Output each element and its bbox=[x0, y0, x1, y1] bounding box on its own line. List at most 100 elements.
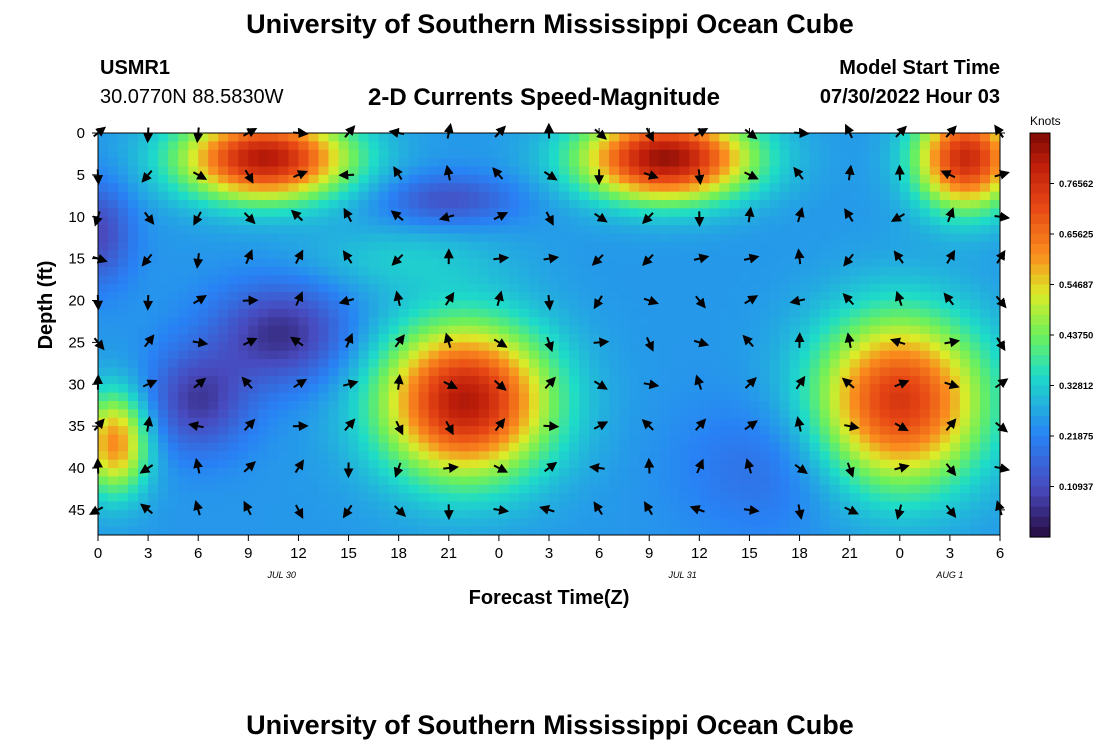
heatmap-cell bbox=[929, 216, 941, 226]
heatmap-cell bbox=[959, 241, 971, 251]
heatmap-cell bbox=[418, 459, 430, 469]
heatmap-cell bbox=[318, 225, 330, 235]
current-arrow bbox=[444, 291, 455, 306]
heatmap-cell bbox=[278, 442, 290, 452]
heatmap-cell bbox=[538, 359, 550, 369]
heatmap-cell bbox=[398, 191, 410, 201]
heatmap-cell bbox=[799, 484, 811, 494]
heatmap-cell bbox=[789, 375, 801, 385]
heatmap-cell bbox=[418, 241, 430, 251]
heatmap-cell bbox=[298, 484, 310, 494]
heatmap-cell bbox=[929, 375, 941, 385]
heatmap-cell bbox=[248, 518, 259, 528]
heatmap-cell bbox=[959, 526, 971, 535]
current-arrow bbox=[694, 458, 704, 474]
heatmap-cell bbox=[849, 409, 861, 419]
heatmap-cell bbox=[949, 434, 961, 444]
heatmap-cell bbox=[569, 300, 580, 310]
heatmap-cell bbox=[769, 225, 781, 235]
heatmap-cell bbox=[158, 518, 169, 528]
heatmap-cell bbox=[569, 283, 580, 293]
heatmap-cell bbox=[689, 384, 700, 394]
heatmap-cell bbox=[508, 509, 520, 519]
heatmap-cell bbox=[298, 359, 310, 369]
heatmap-cell bbox=[819, 501, 831, 511]
heatmap-cell bbox=[148, 476, 159, 486]
heatmap-cell bbox=[378, 174, 390, 184]
current-arrow bbox=[443, 164, 454, 181]
heatmap-cell bbox=[569, 149, 580, 159]
heatmap-cell bbox=[549, 258, 560, 268]
heatmap-cell bbox=[398, 493, 410, 503]
heatmap-cell bbox=[148, 149, 159, 159]
heatmap-cell bbox=[138, 191, 149, 201]
heatmap-cell bbox=[108, 200, 119, 209]
heatmap-cell bbox=[779, 208, 791, 218]
heatmap-cell bbox=[398, 392, 410, 402]
heatmap-cell bbox=[158, 174, 169, 184]
heatmap-cell bbox=[508, 392, 520, 402]
heatmap-cell bbox=[488, 493, 500, 503]
heatmap-cell bbox=[709, 484, 720, 494]
heatmap-cell bbox=[178, 401, 189, 410]
heatmap-cell bbox=[649, 401, 660, 410]
heatmap-cell bbox=[719, 325, 730, 335]
heatmap-cell bbox=[939, 233, 951, 243]
heatmap-cell bbox=[629, 158, 640, 168]
heatmap-cell bbox=[158, 468, 169, 477]
heatmap-cell bbox=[278, 233, 290, 243]
heatmap-cell bbox=[979, 493, 991, 503]
heatmap-cell bbox=[729, 509, 741, 519]
heatmap-cell bbox=[348, 241, 360, 251]
heatmap-cell bbox=[248, 442, 259, 452]
heatmap-cell bbox=[579, 459, 590, 469]
heatmap-cell bbox=[498, 216, 510, 226]
heatmap-cell bbox=[819, 300, 831, 310]
heatmap-cell bbox=[418, 392, 430, 402]
heatmap-cell bbox=[288, 342, 300, 352]
heatmap-cell bbox=[899, 509, 911, 519]
heatmap-cell bbox=[178, 241, 189, 251]
heatmap-cell bbox=[959, 267, 971, 276]
heatmap-cell bbox=[128, 401, 139, 410]
heatmap-cell bbox=[979, 476, 991, 486]
heatmap-cell bbox=[538, 518, 550, 528]
heatmap-cell bbox=[649, 258, 660, 268]
heatmap-cell bbox=[619, 509, 630, 519]
heatmap-cell bbox=[769, 149, 781, 159]
heatmap-cell bbox=[969, 317, 981, 327]
heatmap-cell bbox=[378, 476, 390, 486]
current-arrow bbox=[643, 170, 659, 180]
heatmap-cell bbox=[378, 526, 390, 535]
heatmap-cell bbox=[158, 392, 169, 402]
current-arrow bbox=[744, 170, 759, 180]
heatmap-cell bbox=[749, 317, 761, 327]
heatmap-cell bbox=[579, 292, 590, 302]
heatmap-cell bbox=[148, 426, 159, 436]
heatmap-cell bbox=[498, 459, 510, 469]
heatmap-cell bbox=[709, 367, 720, 377]
heatmap-cell bbox=[378, 401, 390, 410]
heatmap-cell bbox=[679, 342, 690, 352]
heatmap-cell bbox=[518, 493, 530, 503]
heatmap-cell bbox=[739, 526, 751, 535]
heatmap-cell bbox=[308, 258, 320, 268]
heatmap-cell bbox=[919, 359, 931, 369]
heatmap-cell bbox=[599, 426, 610, 436]
heatmap-cell bbox=[98, 317, 109, 327]
heatmap-cell bbox=[168, 468, 179, 477]
heatmap-cell bbox=[448, 183, 460, 193]
heatmap-cell bbox=[428, 526, 440, 535]
heatmap-cell bbox=[278, 426, 290, 436]
heatmap-cell bbox=[218, 518, 229, 528]
heatmap-cell bbox=[428, 149, 440, 159]
heatmap-cell bbox=[769, 451, 781, 461]
heatmap-cell bbox=[168, 459, 179, 469]
heatmap-cell bbox=[208, 392, 219, 402]
heatmap-cell bbox=[579, 409, 590, 419]
heatmap-cell bbox=[629, 442, 640, 452]
heatmap-cell bbox=[118, 409, 129, 419]
heatmap-cell bbox=[949, 426, 961, 436]
heatmap-cell bbox=[779, 158, 791, 168]
heatmap-cell bbox=[488, 233, 500, 243]
